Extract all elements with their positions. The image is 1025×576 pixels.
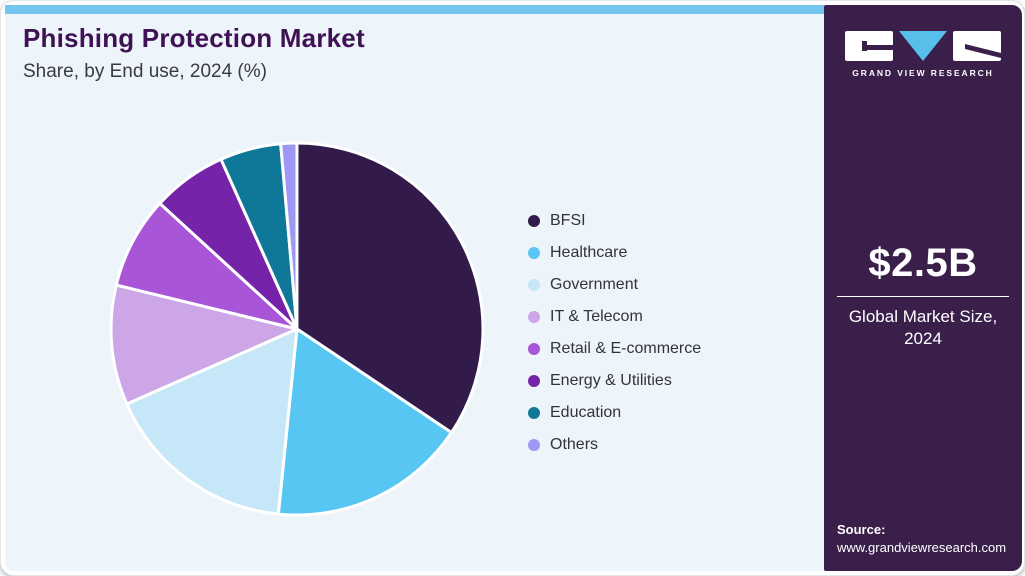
legend-item-energy-utilities: Energy & Utilities	[528, 365, 701, 397]
legend-swatch-icon	[528, 279, 540, 291]
legend-item-government: Government	[528, 269, 701, 301]
legend-swatch-icon	[528, 247, 540, 259]
brand-logo: GRAND VIEW RESEARCH	[824, 31, 1022, 78]
legend-label: BFSI	[550, 212, 586, 229]
legend-swatch-icon	[528, 215, 540, 227]
pie-slice-retail-e-commerce	[114, 201, 299, 331]
legend-swatch-icon	[528, 375, 540, 387]
page-subtitle: Share, by End use, 2024 (%)	[23, 61, 267, 82]
market-size-block: $2.5B Global Market Size, 2024	[824, 241, 1022, 350]
gvr-logo-icon	[845, 31, 1001, 61]
pie-chart	[105, 137, 489, 521]
source-url: www.grandviewresearch.com	[837, 540, 1007, 555]
legend-label: Energy & Utilities	[550, 372, 672, 389]
legend-swatch-icon	[528, 311, 540, 323]
legend-label: IT & Telecom	[550, 308, 643, 325]
market-size-value: $2.5B	[868, 241, 978, 285]
pie-slice-healthcare	[276, 327, 453, 517]
market-size-divider	[837, 296, 1009, 297]
pie-chart-svg	[109, 141, 485, 517]
pie-slice-government	[125, 327, 299, 516]
pie-slice-bfsi	[295, 141, 485, 435]
legend-item-others: Others	[528, 429, 701, 461]
pie-slice-it-telecom	[109, 283, 299, 406]
legend-item-it-telecom: IT & Telecom	[528, 301, 701, 333]
legend-swatch-icon	[528, 407, 540, 419]
legend-label: Retail & E-commerce	[550, 340, 702, 357]
source-block: Source: www.grandviewresearch.com	[837, 522, 1006, 555]
legend-item-healthcare: Healthcare	[528, 237, 701, 269]
legend-label: Government	[550, 276, 639, 293]
page-title: Phishing Protection Market	[23, 23, 365, 53]
legend-item-education: Education	[528, 397, 701, 429]
chart-legend: BFSI Healthcare Government IT & Telecom Reta…	[528, 205, 701, 461]
pie-slice-others	[279, 141, 299, 331]
legend-swatch-icon	[528, 343, 540, 355]
top-accent-bar	[5, 5, 824, 14]
legend-label: Healthcare	[550, 244, 628, 261]
brand-sidebar: GRAND VIEW RESEARCH $2.5B Global Market …	[824, 5, 1022, 571]
legend-item-retail-e-commerce: Retail & E-commerce	[528, 333, 701, 365]
chart-header: Phishing Protection Market Share, by End…	[23, 23, 365, 83]
source-label: Source:	[837, 522, 886, 537]
legend-label: Education	[550, 404, 622, 421]
legend-swatch-icon	[528, 439, 540, 451]
legend-item-bfsi: BFSI	[528, 205, 701, 237]
brand-name: GRAND VIEW RESEARCH	[852, 68, 994, 78]
market-size-label: Global Market Size, 2024	[848, 307, 998, 349]
legend-label: Others	[550, 436, 599, 453]
